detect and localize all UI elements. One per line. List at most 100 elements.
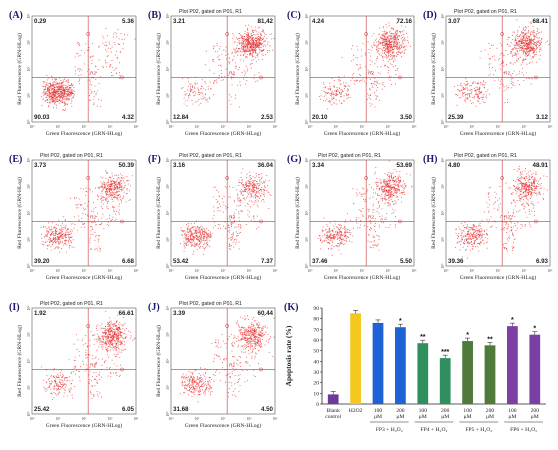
flow-plot-svg: (D) Plot P02, gated on P01, R1 R2 3.07 68.41… [423, 9, 553, 137]
gate-handle [120, 219, 124, 224]
x-tick-label: 10⁴ [273, 417, 279, 421]
y-axis-label: Red Fluorescence (GRN-HLog) [155, 33, 162, 105]
significance-marker: * [466, 332, 469, 339]
x-tick-label: 10¹ [56, 125, 61, 129]
quadrant-ul: 3.07 [448, 18, 461, 25]
gate-handle [259, 219, 263, 224]
plot-title: Plot P02, gated on P01, R1 [454, 153, 517, 159]
x-tick-label: 10¹ [195, 417, 200, 421]
x-tick-label: 10² [82, 125, 87, 129]
flow-plot-svg: (J) Plot P02, gated on P01, R1 R2 3.39 60.44… [148, 301, 279, 429]
x-tick-label: 10⁰ [29, 417, 35, 421]
x-tick-label: 10⁰ [168, 125, 174, 129]
bar-label: μM [464, 414, 472, 420]
quadrant-ul: 3.16 [173, 162, 186, 169]
y-tick-label: 10⁴ [305, 13, 309, 19]
bar [462, 341, 473, 404]
x-tick-label: 10³ [247, 125, 253, 129]
x-tick-label: 10¹ [470, 269, 475, 273]
flow-panel-d: (D) Plot P02, gated on P01, R1 R2 3.07 68.41… [422, 4, 556, 146]
x-tick-label: 10⁰ [443, 269, 449, 273]
flow-panel-i: (I) Plot P02, gated on P01, R1 R2 1.92 66.61… [8, 296, 142, 438]
gate-handle [398, 219, 402, 224]
quadrant-ul: 0.29 [34, 18, 47, 25]
y-tick-label: 10¹ [305, 237, 309, 242]
x-tick-label: 10¹ [56, 269, 61, 273]
quadrant-ll: 39.20 [34, 258, 50, 265]
gate-handle [225, 324, 230, 328]
x-tick-label: 10⁰ [307, 125, 313, 129]
flow-panel-f: (F) Plot P02, gated on P01, R1 R2 3.16 36.04… [147, 148, 281, 290]
panel-label: (I) [9, 302, 20, 313]
quadrant-lr: 4.50 [261, 406, 274, 413]
apoptosis-bar-chart: (K) 0 10 20 30 40 50 60 70 80 90 Apoptosis rate (%)… [282, 300, 550, 445]
x-axis-label: Green Fluorescence (GRN-HLog) [460, 130, 537, 137]
y-tick-label: 10³ [27, 331, 31, 337]
quadrant-ul: 3.34 [312, 162, 325, 169]
panel-label: (E) [9, 154, 22, 165]
gate-label: R2 [229, 214, 235, 219]
y-tick-label: 80 [313, 317, 319, 323]
x-tick-label: 10¹ [195, 269, 200, 273]
y-tick-label: 10⁴ [305, 157, 309, 163]
group-label: FP4 + H₂O₂ [421, 427, 448, 433]
plot-title: Plot P02, gated on P01, R1 [454, 9, 517, 15]
scatter-points [40, 310, 136, 401]
flow-panel-j: (J) Plot P02, gated on P01, R1 R2 3.39 60.44… [147, 296, 281, 438]
x-axis-label: Green Fluorescence (GRN-HLog) [324, 274, 401, 281]
x-tick-label: 10⁰ [29, 125, 35, 129]
bar [484, 345, 496, 404]
x-tick-label: 10² [496, 125, 501, 129]
bar-label: μM [441, 414, 449, 420]
gate-label: R2 [229, 362, 235, 367]
y-tick-label: 10⁴ [27, 13, 31, 19]
quadrant-ur: 72.16 [397, 18, 413, 25]
quadrant-lr: 4.32 [122, 114, 135, 121]
quadrant-lr: 6.05 [122, 406, 135, 413]
x-tick-label: 10⁰ [168, 417, 174, 421]
flow-panel-g: (G) Plot P02, gated on P01, R1 R2 3.34 53.69… [286, 148, 420, 290]
gate-label: R2 [504, 214, 510, 219]
x-tick-label: 10⁴ [412, 125, 418, 129]
gate-handle [259, 367, 263, 372]
gate-handle [225, 32, 230, 36]
x-tick-label: 10⁰ [443, 125, 449, 129]
y-tick-label: 10¹ [305, 93, 309, 98]
x-tick-label: 10² [82, 269, 87, 273]
x-tick-label: 10⁰ [307, 269, 313, 273]
y-tick-label: 10⁰ [305, 119, 309, 125]
y-tick-label: 0 [316, 402, 319, 408]
y-tick-label: 50 [313, 349, 319, 355]
gate-handle [500, 32, 505, 36]
y-axis-label: Red Fluorescence (GRN-HLog) [16, 33, 23, 105]
x-axis-label: Green Fluorescence (GRN-HLog) [46, 130, 123, 137]
bar-label: Blank [327, 408, 341, 414]
x-axis-label: Green Fluorescence (GRN-HLog) [460, 274, 537, 281]
panel-label: (D) [423, 10, 437, 21]
significance-marker: * [511, 317, 514, 324]
flow-panel-b: (B) Plot P02, gated on P01, R1 R2 3.21 81.42… [147, 4, 281, 146]
bar-label: 100 [374, 408, 383, 414]
significance-marker: * [399, 318, 402, 325]
quadrant-lr: 6.93 [536, 258, 549, 265]
x-tick-label: 10² [221, 269, 226, 273]
quadrant-ur: 48.91 [533, 162, 549, 169]
y-axis-label: Red Fluorescence (GRN-HLog) [155, 325, 162, 397]
gate-handle [86, 324, 91, 328]
plot-title: Plot P02, gated on P01, R1 [40, 301, 103, 307]
x-tick-label: 10⁴ [134, 125, 140, 129]
y-axis-label: Red Fluorescence (GRN-HLog) [16, 325, 23, 397]
y-tick-label: 10² [441, 211, 445, 216]
y-tick-label: 10² [166, 67, 170, 72]
panel-label: (G) [287, 154, 301, 165]
scatter-points [179, 168, 272, 255]
bar-label: 100 [463, 408, 472, 414]
quadrant-lr: 3.12 [536, 114, 549, 121]
gate-label: R2 [504, 70, 510, 75]
y-tick-label: 10⁴ [27, 305, 31, 311]
y-tick-label: 10³ [27, 39, 31, 45]
quadrant-ll: 53.42 [173, 258, 189, 265]
gate-label: R2 [368, 70, 374, 75]
x-tick-label: 10³ [108, 269, 114, 273]
